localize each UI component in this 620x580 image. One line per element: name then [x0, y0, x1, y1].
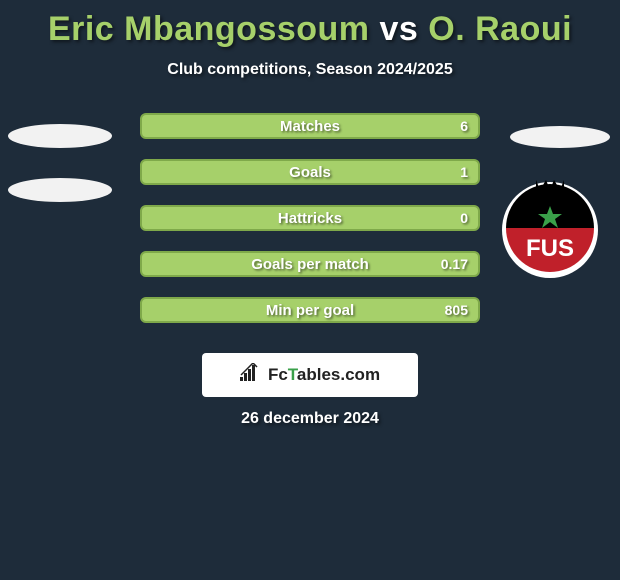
stat-value: 0	[460, 210, 468, 226]
logo-accent: T	[288, 365, 297, 384]
stat-label: Hattricks	[278, 210, 342, 227]
player1-name: Eric Mbangossoum	[48, 10, 370, 48]
bar-chart-icon	[240, 363, 262, 388]
stat-label: Matches	[280, 118, 340, 135]
player1-badge-placeholder	[8, 124, 112, 148]
stat-value: 6	[460, 118, 468, 134]
fctables-logo-text: FcTables.com	[268, 365, 380, 385]
stat-value: 1	[460, 164, 468, 180]
snapshot-date: 26 december 2024	[0, 410, 620, 428]
stat-row-mpg: Min per goal 805	[140, 297, 480, 323]
fus-badge-svg: FUS	[500, 178, 600, 278]
logo-suffix: ables.com	[297, 365, 380, 384]
player1-nation-placeholder	[8, 178, 112, 202]
stat-row-hattricks: Hattricks 0	[140, 205, 480, 231]
player2-badge-placeholder	[510, 126, 610, 148]
stat-value: 805	[445, 302, 468, 318]
left-badge-column	[8, 124, 112, 202]
badge-text: FUS	[526, 235, 574, 262]
player2-name: O. Raoui	[428, 10, 572, 48]
stat-value: 0.17	[441, 256, 468, 272]
comparison-title: Eric Mbangossoum vs O. Raoui	[0, 0, 620, 49]
logo-prefix: Fc	[268, 365, 288, 384]
stat-row-matches: Matches 6	[140, 113, 480, 139]
stat-label: Goals	[289, 164, 331, 181]
stat-label: Min per goal	[266, 302, 354, 319]
stat-label: Goals per match	[251, 256, 369, 273]
season-subtitle: Club competitions, Season 2024/2025	[0, 61, 620, 79]
vs-separator: vs	[370, 10, 429, 48]
stat-row-goals: Goals 1	[140, 159, 480, 185]
fctables-logo-box: FcTables.com	[202, 353, 418, 397]
player2-club-badge: FUS	[500, 178, 600, 278]
stat-row-gpm: Goals per match 0.17	[140, 251, 480, 277]
